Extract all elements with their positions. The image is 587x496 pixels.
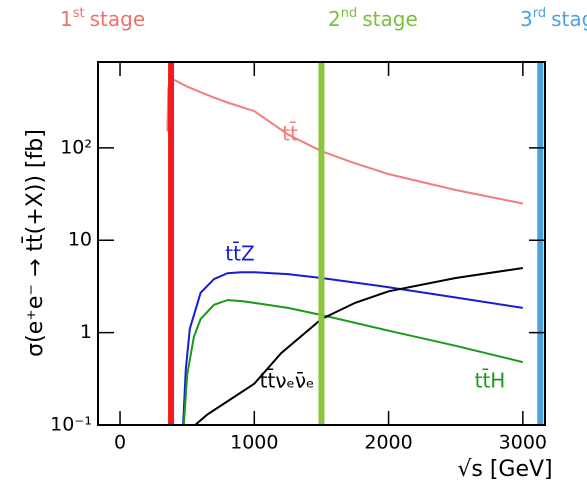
stage-number: 1: [60, 7, 73, 31]
series-name: tt̄: [282, 121, 298, 146]
series-line: [194, 267, 523, 425]
stage-number: 3: [520, 7, 533, 31]
y-tick-label: 10⁻¹: [50, 414, 92, 436]
series-name: tt̄νₑν̄ₑ: [260, 368, 315, 393]
plot-frame: [97, 61, 546, 426]
stage-label: 3rdstage: [520, 6, 587, 31]
x-tick-label: 2000: [364, 432, 412, 454]
stage-suffix: st: [73, 6, 85, 21]
stage-word: stage: [90, 7, 146, 31]
stage-word: stage: [362, 7, 418, 31]
x-tick-label: 3000: [499, 432, 547, 454]
stage-suffix: nd: [341, 6, 358, 21]
x-tick-label: 1000: [230, 432, 278, 454]
y-tick-label: 10²: [60, 136, 92, 158]
x-tick-label: 0: [114, 432, 126, 454]
series-line: [182, 299, 524, 425]
series-line: [166, 77, 523, 205]
series-name: tt̄H: [475, 368, 506, 393]
series-line: [182, 271, 523, 425]
y-tick-label: 10: [68, 229, 92, 251]
stage-word: stage: [551, 7, 587, 31]
stage-number: 2: [328, 7, 341, 31]
y-tick-label: 1: [80, 321, 92, 343]
y-axis-label: σ(e⁺e⁻ → tt̄(+X)) [fb]: [22, 129, 48, 357]
stage-suffix: rd: [533, 6, 546, 21]
stage-label: 2nd stage: [328, 6, 418, 31]
stage-label: 1st stage: [60, 6, 145, 31]
x-axis-label: √s [GeV]: [457, 457, 552, 482]
series-name: tt̄Z: [225, 241, 254, 266]
